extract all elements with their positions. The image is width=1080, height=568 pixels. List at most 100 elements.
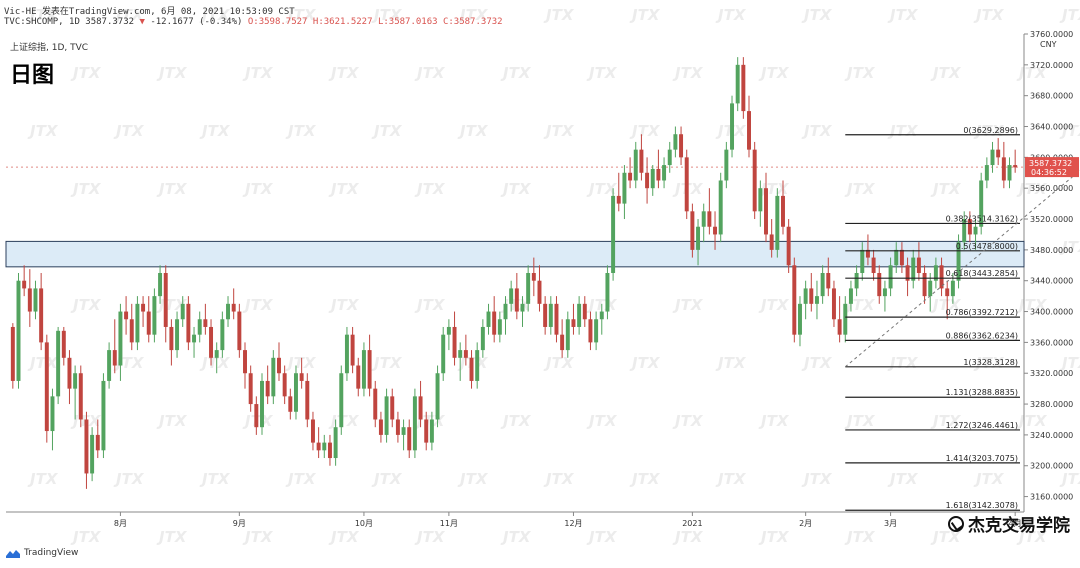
chart-header: Vic-HE 发表在TradingView.com, 6月 08, 2021 1… (0, 0, 1080, 34)
watermark-tile: JTX (70, 296, 102, 314)
fib-level-label: 1.272(3246.4461) (946, 421, 1018, 430)
watermark-tile: JTX (758, 180, 790, 198)
watermark-tile: JTX (457, 6, 489, 24)
candle-body (690, 211, 695, 250)
x-tick-label: 8月 (114, 519, 127, 528)
candle-body (939, 265, 944, 289)
candle-body (407, 427, 412, 451)
candle-body (158, 273, 163, 297)
candle-body (724, 149, 729, 181)
candle-body (271, 357, 276, 397)
candle-body (854, 273, 859, 289)
candle-body (197, 319, 202, 335)
candle-body (831, 288, 836, 320)
watermark-tile: JTX (973, 354, 1005, 372)
candle-body (67, 357, 72, 389)
countdown-value: 04:36:52 (1031, 168, 1067, 177)
last-price: 3587.3732 (85, 17, 135, 27)
watermark: 杰克交易学院 (948, 511, 1070, 536)
candle-body (673, 134, 678, 150)
candle-body (107, 350, 112, 381)
candle-body (741, 64, 746, 112)
candle-body (44, 342, 49, 432)
watermark-tile: JTX (715, 354, 747, 372)
watermark-tile: JTX (199, 354, 231, 372)
candle-body (730, 103, 735, 150)
candle-body (701, 211, 706, 227)
candle-body (520, 303, 525, 312)
watermark-tile: JTX (371, 470, 403, 488)
candle-body (1001, 157, 1006, 181)
watermark-tile: JTX (70, 180, 102, 198)
watermark-tile: JTX (930, 528, 962, 546)
open-value: O:3598.7527 (247, 17, 308, 27)
candle-body (492, 311, 497, 335)
candle-body (990, 149, 995, 166)
y-tick-label: 3240.0000 (1030, 431, 1073, 440)
watermark-tile: JTX (328, 412, 360, 430)
watermark-tile: JTX (113, 470, 145, 488)
candle-body (344, 334, 349, 374)
candle-body (622, 172, 627, 204)
candle-body (56, 330, 61, 397)
high-value: H:3621.5227 (312, 17, 373, 27)
candle-body (254, 404, 259, 428)
watermark-tile: JTX (930, 412, 962, 430)
watermark-tile: JTX (543, 354, 575, 372)
candle-body (243, 350, 247, 374)
price-change: -12.1677 (-0.34%) (150, 17, 243, 27)
candle-body (775, 195, 780, 250)
candle-body (84, 419, 89, 474)
candle-body (214, 350, 219, 358)
candle-body (531, 273, 536, 281)
watermark-tile: JTX (457, 122, 489, 140)
candle-body (463, 350, 468, 358)
fib-level-label: 0.618(3443.2854) (946, 269, 1018, 278)
candle-body (327, 442, 332, 459)
candle-body (713, 226, 718, 235)
watermark-tile: JTX (500, 180, 532, 198)
watermark-tile: JTX (156, 64, 188, 82)
candle-body (577, 303, 582, 327)
candle-body (877, 273, 882, 297)
candle-body (911, 257, 916, 281)
candle-body (90, 434, 95, 474)
candle-body (933, 265, 938, 281)
fib-level-label: 0.382(3514.3162) (946, 214, 1018, 223)
x-tick-label: 10月 (355, 519, 373, 528)
candle-body (922, 273, 927, 297)
candle-body (905, 265, 910, 281)
candle-body (837, 319, 842, 335)
watermark-tile: JTX (930, 64, 962, 82)
candle-body (299, 373, 304, 381)
watermark-tile: JTX (844, 64, 876, 82)
y-tick-label: 3640.0000 (1030, 123, 1073, 132)
watermark-tile: JTX (844, 296, 876, 314)
candle-body (305, 380, 310, 420)
candle-body (141, 303, 146, 312)
candle-body (747, 111, 751, 150)
candle-body (696, 226, 701, 250)
candle-body (571, 319, 576, 327)
candle-body (599, 311, 604, 320)
watermark-tile: JTX (973, 122, 1005, 140)
low-value: L:3587.0163 (377, 17, 438, 27)
candle-body (73, 373, 78, 389)
candle-body (226, 303, 231, 320)
watermark-tile: JTX (414, 296, 446, 314)
tradingview-logo[interactable]: TradingView (6, 548, 78, 558)
candle-body (548, 303, 553, 327)
candle-body (781, 195, 785, 227)
watermark-tile: JTX (844, 412, 876, 430)
candle-body (945, 288, 950, 297)
watermark-tile: JTX (457, 470, 489, 488)
watermark-tile: JTX (586, 64, 618, 82)
watermark-tile: JTX (199, 122, 231, 140)
candle-body (333, 427, 338, 459)
candle-body (820, 273, 825, 297)
fib-level-label: 1.414(3203.7075) (946, 454, 1018, 463)
candle-body (956, 242, 961, 281)
candle-body (662, 165, 667, 181)
